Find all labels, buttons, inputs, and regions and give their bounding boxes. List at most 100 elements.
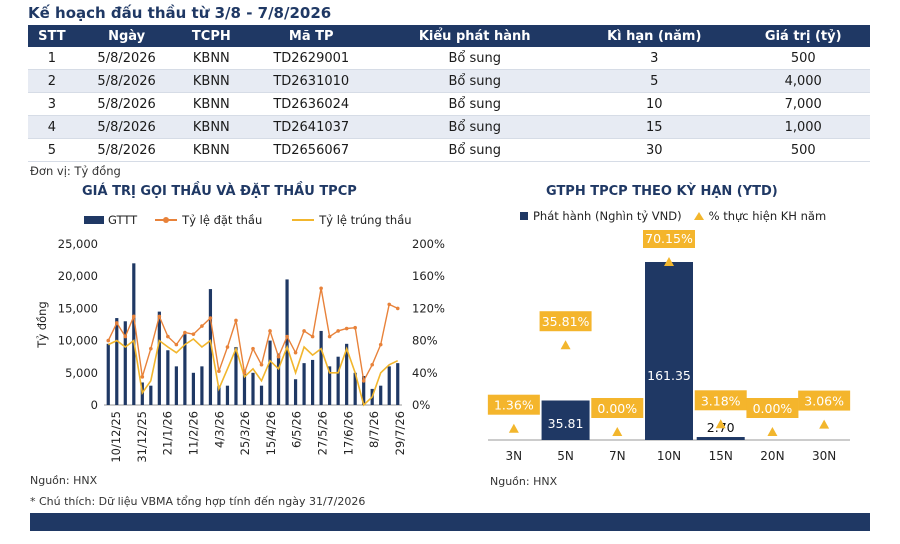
- right-chart-title: GTPH TPCP THEO KỲ HẠN (YTD): [546, 184, 778, 199]
- table-cell: KBNN: [177, 92, 246, 116]
- x-tick-label: 15/4/26: [264, 411, 278, 455]
- table-cell: 3: [28, 92, 76, 116]
- bar-gttt: [200, 366, 204, 405]
- bar-gttt: [217, 385, 221, 405]
- y-axis-title: Tỷ đồng: [35, 301, 49, 348]
- legend-swatch-issuance: [520, 212, 528, 220]
- marker-plan-pct: [664, 257, 674, 266]
- table-cell: KBNN: [177, 138, 246, 162]
- bar-gttt: [293, 379, 298, 405]
- bar-gttt: [319, 330, 323, 405]
- bar-issuance: [696, 437, 745, 440]
- table-cell: 10: [572, 92, 737, 116]
- legend-label-win-ratio: Tỷ lệ trúng thầu: [319, 213, 412, 227]
- table-cell: 5/8/2026: [75, 69, 178, 93]
- point-bid-ratio: [353, 325, 357, 330]
- point-bid-ratio: [319, 286, 323, 291]
- table-row: 5 5/8/2026 KBNN TD2656067 Bổ sung 30 500: [28, 138, 870, 162]
- point-bid-ratio: [327, 334, 332, 339]
- column-header: Giá trị (tỷ): [736, 25, 870, 47]
- point-bid-ratio: [140, 375, 145, 379]
- table-cell: 500: [736, 47, 870, 70]
- table-cell: 5/8/2026: [75, 138, 178, 162]
- point-bid-ratio: [225, 345, 230, 349]
- legend-swatch-win-ratio: [292, 219, 315, 221]
- pct-label-box: [643, 230, 695, 248]
- point-bid-ratio: [361, 379, 366, 383]
- point-bid-ratio: [387, 302, 392, 307]
- bar-gttt: [208, 289, 213, 405]
- x-tick-label: 17/6/26: [341, 411, 355, 455]
- x-category-label: 10N: [657, 449, 681, 463]
- marker-plan-pct: [560, 340, 571, 350]
- line-bid-ratio: [107, 288, 398, 383]
- point-bid-ratio: [157, 314, 162, 319]
- x-tick-label: 27/5/26: [316, 411, 330, 455]
- bar-gttt: [234, 347, 238, 405]
- table-cell: TD2631010: [245, 69, 378, 93]
- auction-plan-table: STT Ngày TCPH Mã TP Kiểu phát hành Kì hạn (nă…: [28, 25, 870, 162]
- legend-label-bid-ratio: Tỷ lệ đặt thầu: [182, 213, 263, 227]
- x-tick-label: 10/12/25: [109, 411, 123, 463]
- bar-gttt: [276, 353, 281, 405]
- table-row: 4 5/8/2026 KBNN TD2641037 Bổ sung 15 1,000: [28, 115, 870, 139]
- pct-label: 35.81%: [542, 314, 590, 329]
- point-bid-ratio: [395, 306, 400, 311]
- table-cell: 5: [28, 138, 76, 162]
- bar-gttt: [259, 385, 264, 405]
- pct-label: 1.36%: [494, 398, 534, 413]
- footnote: * Chú thích: Dữ liệu VBMA tổng hợp tính …: [30, 495, 366, 508]
- marker-plan-pct: [508, 423, 519, 433]
- bar-gttt: [132, 263, 136, 405]
- bar-gttt: [149, 385, 153, 405]
- legend-swatch-plan-pct: [693, 212, 704, 220]
- bar-gttt: [285, 279, 289, 405]
- bar-gttt: [183, 334, 187, 405]
- y-tick-label: 20,000: [58, 269, 98, 283]
- x-category-label: 20N: [760, 449, 784, 463]
- x-tick-label: 25/3/26: [238, 411, 252, 455]
- bar-gttt: [242, 369, 247, 405]
- pct-label: 3.18%: [701, 393, 741, 408]
- right-chart-source: Nguồn: HNX: [490, 475, 558, 488]
- bar-gttt: [123, 321, 127, 405]
- right-chart-canvas: 1.36% 3N 35.81 35.81% 5N 0.00% 7N 161.35 70.15% 1…: [487, 230, 851, 463]
- marker-plan-pct: [819, 419, 830, 429]
- table-row: 1 5/8/2026 KBNN TD2629001 Bổ sung 3 500: [28, 47, 870, 70]
- left-chart-title: GIÁ TRỊ GỌI THẦU VÀ ĐẶT THẦU TPCP: [82, 184, 357, 199]
- point-bid-ratio: [378, 342, 383, 347]
- point-bid-ratio: [276, 354, 281, 359]
- point-bid-ratio: [370, 362, 375, 367]
- pct-label-box: [487, 394, 540, 415]
- point-bid-ratio: [123, 334, 128, 339]
- point-bid-ratio: [200, 324, 204, 328]
- bar-gttt: [362, 376, 366, 405]
- bar-value-label: 161.35: [647, 368, 691, 383]
- column-header: Mã TP: [245, 25, 378, 47]
- table-cell: TD2636024: [245, 92, 378, 116]
- pct-label-box: [694, 390, 747, 411]
- point-bid-ratio: [149, 346, 153, 351]
- bar-gttt: [166, 350, 170, 405]
- column-header: STT: [28, 25, 76, 47]
- pct-label-box: [798, 390, 851, 411]
- pct-label-box: [539, 311, 592, 332]
- table-row: 2 5/8/2026 KBNN TD2631010 Bổ sung 5 4,000: [28, 69, 870, 93]
- table-cell: 3: [572, 47, 737, 70]
- column-header: Kiểu phát hành: [377, 25, 573, 47]
- bar-issuance: [541, 400, 590, 440]
- table-cell: Bổ sung: [377, 138, 573, 162]
- pct-label-box: [591, 398, 644, 418]
- legend-label-plan-pct: % thực hiện KH năm: [708, 209, 827, 223]
- point-bid-ratio: [132, 314, 136, 319]
- right-chart-legend: Phát hành (Nghìn tỷ VND) % thực hiện KH …: [520, 209, 826, 223]
- legend-label-gttt: GTTT: [108, 213, 138, 227]
- pct-label-box: [746, 398, 799, 418]
- table-cell: KBNN: [177, 47, 246, 70]
- point-bid-ratio: [310, 334, 315, 339]
- point-bid-ratio: [336, 329, 340, 333]
- left-chart-canvas: 0 5,000 10,000 15,000 20,000 25,000 0% 40% 80% 12…: [35, 237, 445, 463]
- table-cell: KBNN: [177, 115, 246, 139]
- pct-label: 0.00%: [597, 401, 637, 416]
- column-header: TCPH: [177, 25, 246, 47]
